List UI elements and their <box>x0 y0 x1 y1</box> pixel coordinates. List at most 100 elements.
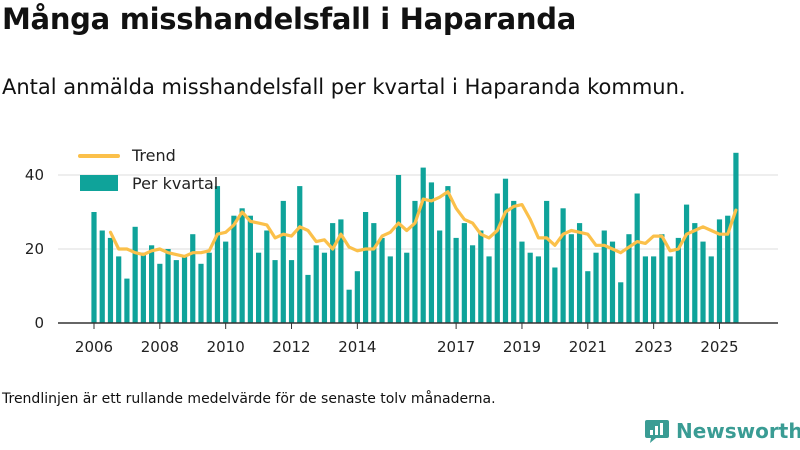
bar <box>651 256 657 323</box>
bar <box>502 178 509 323</box>
bar <box>330 223 336 323</box>
bar <box>568 234 574 323</box>
legend-bar-label: Per kvartal <box>132 174 218 193</box>
bar <box>256 252 262 323</box>
y-tick-label: 40 <box>25 166 44 184</box>
bar <box>659 234 665 323</box>
bar <box>609 241 616 323</box>
bar <box>181 256 188 323</box>
bar <box>132 226 138 323</box>
bar <box>288 260 295 323</box>
bar <box>157 263 163 323</box>
bar <box>461 223 467 323</box>
bar <box>486 256 492 323</box>
bar <box>601 230 607 323</box>
bar <box>445 186 451 323</box>
bar <box>280 200 286 323</box>
bar <box>725 215 731 323</box>
bar <box>404 252 410 323</box>
bar <box>626 234 632 323</box>
bar <box>354 271 360 323</box>
bar <box>519 241 525 323</box>
bar <box>535 256 542 323</box>
bar <box>264 230 270 323</box>
bar <box>214 186 221 323</box>
bar <box>585 271 591 323</box>
x-tick-label: 2025 <box>700 338 738 356</box>
bar <box>116 256 122 323</box>
bar <box>346 289 352 323</box>
bar <box>469 245 476 323</box>
bar <box>420 167 426 323</box>
bar <box>305 274 311 323</box>
legend: Trend Per kvartal <box>78 146 218 193</box>
bar <box>297 186 303 323</box>
legend-trend-label: Trend <box>131 146 176 165</box>
bar <box>231 215 237 323</box>
bar <box>140 252 146 323</box>
bar <box>190 234 196 323</box>
bar <box>149 245 155 323</box>
bar <box>387 256 393 323</box>
bar <box>511 200 517 323</box>
grid-lines: 0 20 40 <box>25 166 778 332</box>
y-tick-label: 0 <box>34 314 44 332</box>
bar <box>437 230 443 323</box>
chart-subtitle: Antal anmälda misshandelsfall per kvarta… <box>2 75 686 99</box>
bar-series <box>91 152 739 323</box>
bar <box>165 249 171 323</box>
bar <box>107 237 114 323</box>
x-tick-label: 2010 <box>207 338 245 356</box>
bar <box>198 263 204 323</box>
bar <box>667 256 673 323</box>
bar <box>124 278 130 323</box>
bar <box>733 152 739 323</box>
bar <box>247 215 253 323</box>
x-tick-label: 2012 <box>272 338 310 356</box>
bar <box>560 208 566 323</box>
bar <box>683 204 690 323</box>
brand-logo: Newsworthy <box>644 418 800 444</box>
bar <box>338 219 344 323</box>
trend-line <box>108 190 738 258</box>
bar <box>453 237 459 323</box>
x-tick-label: 2017 <box>437 338 475 356</box>
bar <box>99 230 105 323</box>
bar <box>91 212 97 323</box>
brand-name: Newsworthy <box>676 419 800 443</box>
bar <box>634 193 640 323</box>
bar <box>552 267 558 323</box>
bar <box>716 219 723 323</box>
bar <box>692 223 698 323</box>
x-tick-label: 2014 <box>338 338 376 356</box>
bar <box>412 200 418 323</box>
bar <box>478 230 484 323</box>
bar <box>675 237 681 323</box>
chart-title: Många misshandelsfall i Haparanda <box>2 2 576 36</box>
trend-series <box>108 190 738 258</box>
bar <box>239 208 245 323</box>
bar <box>206 252 212 323</box>
bar <box>593 252 599 323</box>
bar <box>428 182 435 323</box>
bar <box>379 237 385 323</box>
bar <box>173 260 179 323</box>
bar <box>362 212 369 323</box>
bar <box>494 193 500 323</box>
legend-bar-swatch <box>80 175 118 191</box>
y-tick-label: 20 <box>25 240 44 258</box>
bar <box>223 241 229 323</box>
bar <box>321 252 328 323</box>
footnote: Trendlinjen är ett rullande medelvärde f… <box>2 391 496 407</box>
bar <box>576 223 583 323</box>
bar <box>313 245 319 323</box>
x-tick-label: 2023 <box>635 338 673 356</box>
bar <box>642 256 649 323</box>
x-axis: 2006 2008 2010 2012 2014 2017 2019 2021 2023 2025 <box>58 322 778 356</box>
bar <box>544 200 550 323</box>
bar <box>395 175 402 323</box>
x-tick-label: 2006 <box>75 338 113 356</box>
newsworthy-logo-icon <box>645 420 669 443</box>
x-tick-label: 2008 <box>141 338 179 356</box>
